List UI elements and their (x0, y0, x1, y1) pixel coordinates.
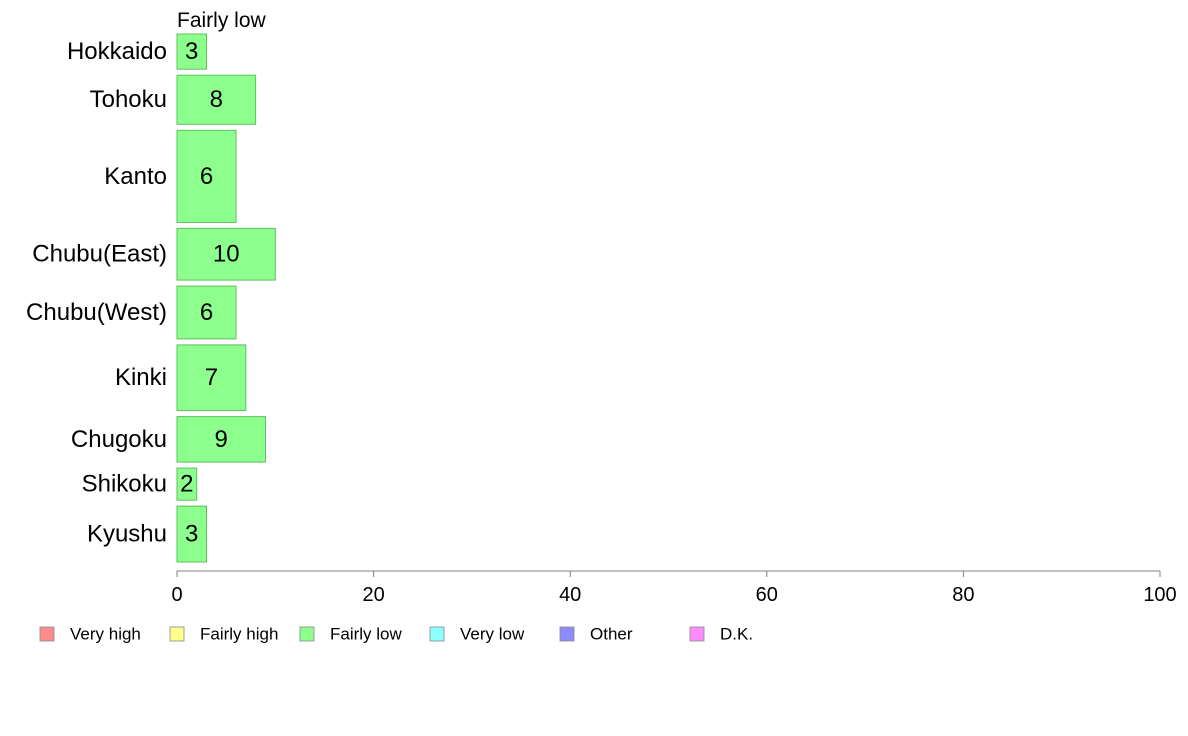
category-label: Shikoku (82, 471, 167, 498)
bar-value-label: 10 (213, 241, 240, 268)
bar-value-label: 6 (200, 163, 213, 190)
legend-label: D.K. (720, 625, 753, 644)
category-label: Chubu(East) (32, 241, 167, 268)
bar-kanto (176, 129, 237, 223)
x-tick-label: 0 (171, 584, 182, 606)
bar-chubu-east (176, 227, 276, 281)
category-label: Hokkaido (67, 38, 167, 65)
category-label: Kanto (104, 163, 167, 190)
bar-hokkaido (176, 33, 207, 70)
bar-shikoku (176, 467, 198, 501)
legend-swatch (429, 626, 445, 642)
bar-value-label: 6 (200, 299, 213, 326)
x-axis: 0 20 40 60 80 100 (171, 570, 1177, 606)
category-label: Tohoku (90, 86, 167, 113)
bar-chubu-west (176, 285, 237, 340)
category-label: Chubu(West) (26, 299, 167, 326)
bar-value-label: 9 (215, 426, 228, 453)
legend-label: Very high (70, 625, 141, 644)
x-tick-label: 60 (756, 584, 778, 606)
category-label: Chugoku (71, 426, 167, 453)
legend-swatch (169, 626, 185, 642)
x-tick-label: 80 (952, 584, 974, 606)
legend-label: Fairly high (200, 625, 278, 644)
bar-tohoku (176, 74, 257, 125)
x-tick-label: 100 (1143, 584, 1176, 606)
bar-value-label: 2 (180, 471, 193, 498)
legend-swatch (299, 626, 315, 642)
series-title: Fairly low (177, 9, 267, 32)
category-label: Kinki (115, 364, 167, 391)
bar-value-label: 3 (185, 521, 198, 548)
bar-kyushu (176, 505, 207, 563)
x-tick-label: 20 (362, 584, 384, 606)
legend-label: Other (590, 625, 633, 644)
bar-value-label: 8 (210, 86, 223, 113)
category-label: Kyushu (87, 521, 167, 548)
legend-label: Fairly low (330, 625, 403, 644)
bar-chugoku (176, 416, 266, 463)
x-tick-label: 40 (559, 584, 581, 606)
legend-label: Very low (460, 625, 525, 644)
bar-value-label: 3 (185, 38, 198, 65)
legend-swatch (559, 626, 575, 642)
bars-group: Hokkaido 3 Tohoku 8 Kanto 6 Chubu(East) 10 Chubu… (26, 33, 276, 563)
legend-swatch (689, 626, 705, 642)
bar-value-label: 7 (205, 364, 218, 391)
legend: Very high Fairly high Fairly low Very low Ot… (39, 625, 753, 644)
bar-kinki (176, 344, 247, 412)
legend-swatch (39, 626, 55, 642)
